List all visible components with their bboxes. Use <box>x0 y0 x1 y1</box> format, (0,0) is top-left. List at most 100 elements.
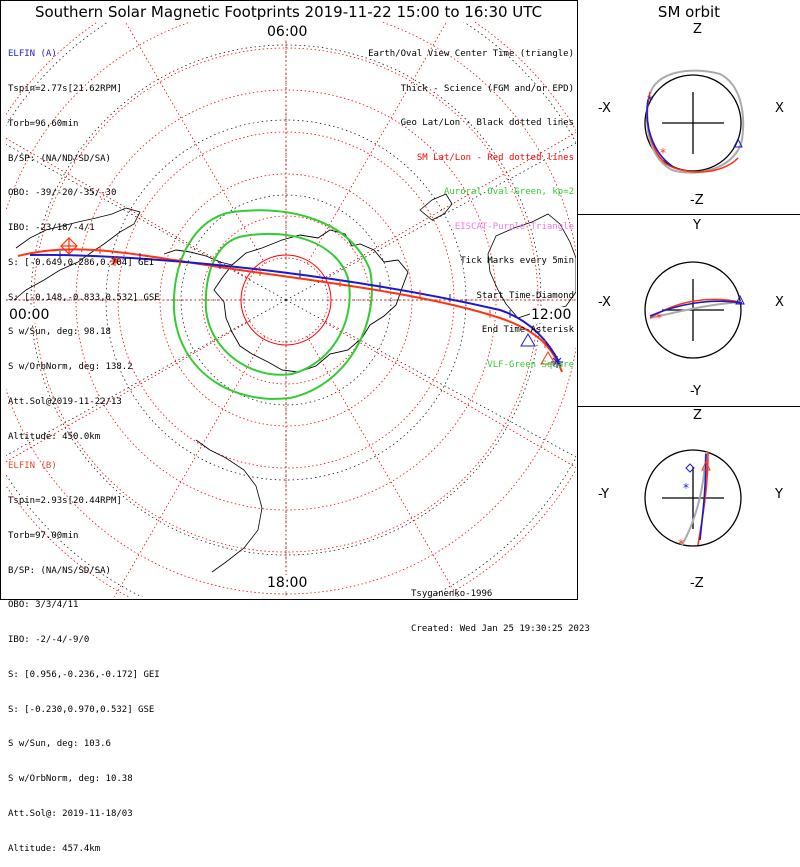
antarctic-peninsula <box>163 249 233 266</box>
elfin-a-line: S: [-0.148,-0.833,0.532] GSE <box>8 292 160 303</box>
orbit-b-end-asterisk: * <box>660 146 666 160</box>
elfin-a-line: IBO: -23/18/-4/1 <box>8 223 95 234</box>
orbit-b-end-asterisk: * <box>678 537 684 551</box>
orbit-start-diamond <box>685 463 695 473</box>
sm-longitude-line <box>306 336 458 597</box>
sm-longitude-line <box>322 320 576 468</box>
elfin-a-name: ELFIN (A) <box>8 49 57 60</box>
elfin-b-line: S w/OrbNorm, deg: 10.38 <box>8 774 133 785</box>
sm-longitude-line <box>125 22 266 264</box>
sm3-axis-bottom: -Z <box>690 576 704 591</box>
sm-longitude-line <box>6 137 250 280</box>
elfin-b-line: Altitude: 457.4km <box>8 843 101 854</box>
legend-entry: Tick Marks every 5min <box>460 256 574 266</box>
clock-label-bottom: 18:00 <box>266 575 309 591</box>
auroral-ovals <box>172 209 373 400</box>
sm-panel-xz: * * <box>644 69 745 174</box>
elfin-b-name: ELFIN (B) <box>8 461 57 472</box>
sm-panel-xy: * <box>644 261 745 359</box>
clock-label-left: 00:00 <box>8 307 51 323</box>
africa-coastline <box>195 439 263 573</box>
created-timestamp: Created: Wed Jan 25 19:30:25 2023 <box>411 623 590 634</box>
elfin-b-line: S: [-0.230,0.970,0.532] GSE <box>8 704 155 715</box>
legend-entry: Thick - Science (FGM and/or EPD) <box>400 83 574 94</box>
elfin-b-line: OBO: 3/3/4/11 <box>8 600 79 611</box>
clock-label-right: 12:00 <box>530 307 573 323</box>
elfin-a-ticks <box>59 251 511 318</box>
elfin-b-line: Torb=97.00min <box>8 530 79 541</box>
elfin-a-line: Torb=96.60min <box>8 118 79 129</box>
elfin-a-line: S w/Sun, deg: 98.18 <box>8 327 111 338</box>
sm1-axis-bottom: -Z <box>690 193 704 208</box>
orbit-path-gray <box>649 301 743 319</box>
elfin-a-line: Att.Sol@2019-11-22/13 <box>8 397 122 407</box>
elfin-b-line: Tspin=2.93s[20.44RPM] <box>8 495 122 506</box>
orbit-path-a <box>699 453 707 541</box>
polar-footprint-map <box>0 0 578 600</box>
elfin-a-line: OBO: -39/-20/-35/-30 <box>8 188 117 199</box>
new-zealand-coastline <box>419 193 453 221</box>
south-america-coastline <box>13 207 141 301</box>
sm3-axis-left: -Y <box>598 487 610 502</box>
legend-entry: Earth/Oval View Center Time (triangle) <box>368 49 574 59</box>
sm3-axis-top: Z <box>693 408 702 423</box>
elfin-b-line: S w/Sun, deg: 103.6 <box>8 739 111 750</box>
elfin-a-info: ELFIN (A) Tspin=2.77s[21.62RPM] Torb=96.… <box>8 26 160 455</box>
orbit-path-gray <box>646 69 745 174</box>
legend-entry: End Time-Asterisk <box>481 325 574 335</box>
earth-circle <box>644 261 742 359</box>
earth-circle <box>644 74 742 172</box>
elfin-a-track <box>29 253 561 365</box>
sm1-axis-left: -X <box>598 101 611 116</box>
orbit-path-a <box>646 99 673 167</box>
earth-circle <box>644 449 742 547</box>
elfin-b-track <box>17 248 563 373</box>
clock-label-top: 06:00 <box>266 24 309 40</box>
legend-entry: VLF-Green Square <box>487 359 574 370</box>
elfin-a-line: S: [-0.649,0.286,0.704] GEI <box>8 257 155 268</box>
elfin-b-line: B/SP: (NA/NS/SD/SA) <box>8 565 111 576</box>
legend-entry: Auroral Oval-Green, kp=2 <box>443 187 574 197</box>
elfin-a-line: S w/OrbNorm, deg: 138.2 <box>8 362 133 373</box>
sm-panel-yz: * * <box>644 449 742 551</box>
sm-longitude-line <box>114 336 266 597</box>
orbit-view-triangle <box>735 294 745 305</box>
sm2-axis-top: Y <box>693 218 701 233</box>
elfin-a-line: B/SP: (NA/ND/SD/SA) <box>8 153 111 164</box>
elfin-a-line: Altitude: 450.0km <box>8 431 101 442</box>
model-credit: Tsyganenko-1996 <box>411 589 493 599</box>
sm2-axis-bottom: -Y <box>690 384 702 399</box>
elfin-b-start-diamond <box>60 237 78 255</box>
elfin-b-view-triangle <box>540 351 556 365</box>
legend-entry: EISCAT-Purple Triangle <box>454 221 574 232</box>
sm2-axis-left: -X <box>598 295 611 310</box>
elfin-b-end-asterisk <box>110 256 120 266</box>
orbit-view-triangle <box>701 460 711 471</box>
orbit-path-a <box>649 300 743 317</box>
credits: Tsyganenko-1996 Created: Wed Jan 25 19:3… <box>411 566 590 647</box>
sm-longitude-line <box>306 22 447 264</box>
sm2-axis-right: X <box>775 295 784 310</box>
legend-entry: SM Lat/Lon - Red dotted lines <box>416 152 574 163</box>
orbit-a-end-asterisk: * <box>647 93 653 107</box>
sm1-axis-top: Z <box>693 22 702 37</box>
orbit-view-triangle <box>733 137 743 148</box>
sm-orbit-title: SM orbit <box>657 3 721 21</box>
orbit-path-b <box>697 451 709 546</box>
orbit-b-end-asterisk: * <box>656 311 662 325</box>
plot-title: Southern Solar Magnetic Footprints 2019-… <box>34 3 543 21</box>
sm3-axis-right: Y <box>775 487 783 502</box>
antarctica-coastline <box>213 229 409 373</box>
elfin-a-line: Tspin=2.77s[21.62RPM] <box>8 83 122 94</box>
elfin-b-info: ELFIN (B) Tspin=2.93s[20.44RPM] Torb=97.… <box>8 438 160 867</box>
legend-entry: Geo Lat/Lon - Black dotted lines <box>400 118 574 128</box>
elfin-a-end-asterisk <box>551 356 563 368</box>
orbit-a-end-asterisk: * <box>683 481 689 495</box>
elfin-b-line: Att.Sol@: 2019-11-18/03 <box>8 809 133 819</box>
elfin-b-line: IBO: -2/-4/-9/0 <box>8 635 90 646</box>
legend-entry: Start Time-Diamond <box>476 290 574 301</box>
elfin-b-ticks <box>99 246 546 348</box>
elfin-a-view-triangle <box>520 333 536 347</box>
sm-longitude-line <box>6 320 250 463</box>
sm-orbit-panels: * * * * * <box>578 69 800 551</box>
